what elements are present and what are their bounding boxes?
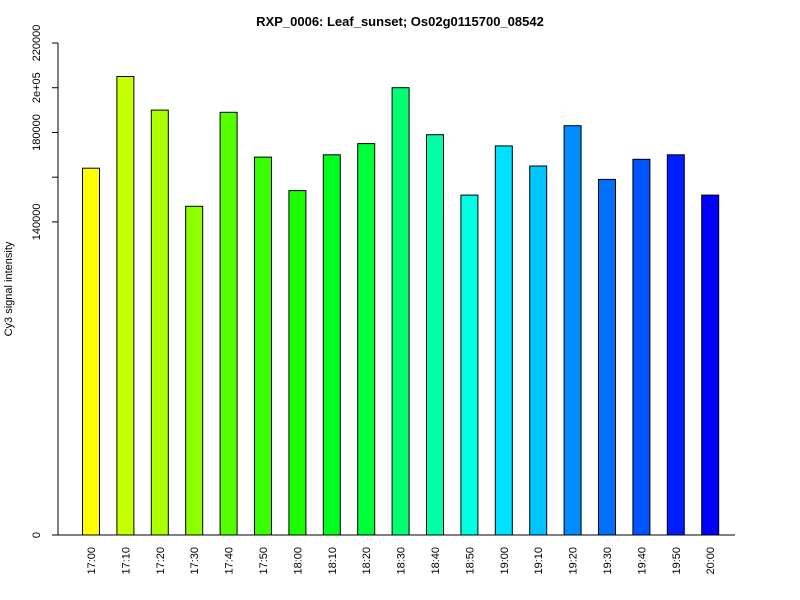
bar-17:50 (254, 156, 272, 536)
bar-18:10 (322, 154, 341, 536)
x-tick-label: 17:50 (258, 547, 270, 575)
bar-17:40 (219, 111, 238, 536)
x-tick-label: 19:30 (602, 547, 614, 575)
y-axis: 0 140000 180000 2e+05 220000 (31, 25, 59, 538)
x-tick-label: 18:20 (361, 547, 373, 575)
bar-20:00 (701, 194, 720, 536)
y-axis-label: Cy3 signal intensity (3, 241, 15, 336)
x-tick-label: 19:10 (533, 547, 545, 575)
bar-19:40 (632, 158, 651, 536)
x-tick-label: 18:00 (292, 547, 304, 575)
x-tick-label: 17:20 (155, 547, 167, 575)
x-tick-label: 18:30 (396, 547, 408, 575)
x-tick-label: 19:40 (636, 547, 648, 575)
chart-title: RXP_0006: Leaf_sunset; Os02g0115700_0854… (256, 14, 544, 29)
bar-17:30 (185, 205, 204, 536)
x-tick-label: 18:40 (430, 547, 442, 575)
x-tick-label: 20:00 (705, 547, 717, 575)
x-tick-label: 18:10 (327, 547, 339, 575)
bar-17:00 (82, 167, 100, 536)
bar-19:50 (666, 154, 685, 536)
bar-19:30 (598, 178, 616, 536)
x-tick-label: 19:20 (568, 547, 580, 575)
x-tick-label: 17:40 (224, 547, 236, 575)
bar-18:20 (357, 143, 376, 536)
bar-17:10 (116, 76, 135, 536)
x-tick-label: 19:50 (671, 547, 683, 575)
x-tick-label: 19:00 (499, 547, 511, 575)
bar-17:20 (150, 109, 169, 536)
bar-19:10 (529, 165, 548, 536)
y-tick-label: 220000 (31, 25, 43, 62)
y-tick-label: 2e+05 (31, 72, 43, 103)
y-tick-label: 140000 (31, 204, 43, 241)
bar-18:40 (426, 134, 444, 536)
y-tick-label: 0 (31, 532, 43, 538)
bar-18:50 (460, 194, 479, 536)
x-tick-label: 17:10 (120, 547, 132, 575)
bar-19:00 (494, 145, 513, 536)
bar-19:20 (563, 125, 582, 536)
x-tick-label: 18:50 (464, 547, 476, 575)
x-tick-label: 17:00 (86, 547, 98, 575)
y-tick-label: 180000 (31, 114, 43, 151)
x-axis: 17:00 17:10 17:20 17:30 17:40 17:50 18:00 18:10… (58, 534, 735, 575)
bar-18:00 (288, 190, 307, 536)
bar-18:30 (391, 87, 410, 536)
bars-group (82, 76, 720, 536)
x-tick-label: 17:30 (189, 547, 201, 575)
